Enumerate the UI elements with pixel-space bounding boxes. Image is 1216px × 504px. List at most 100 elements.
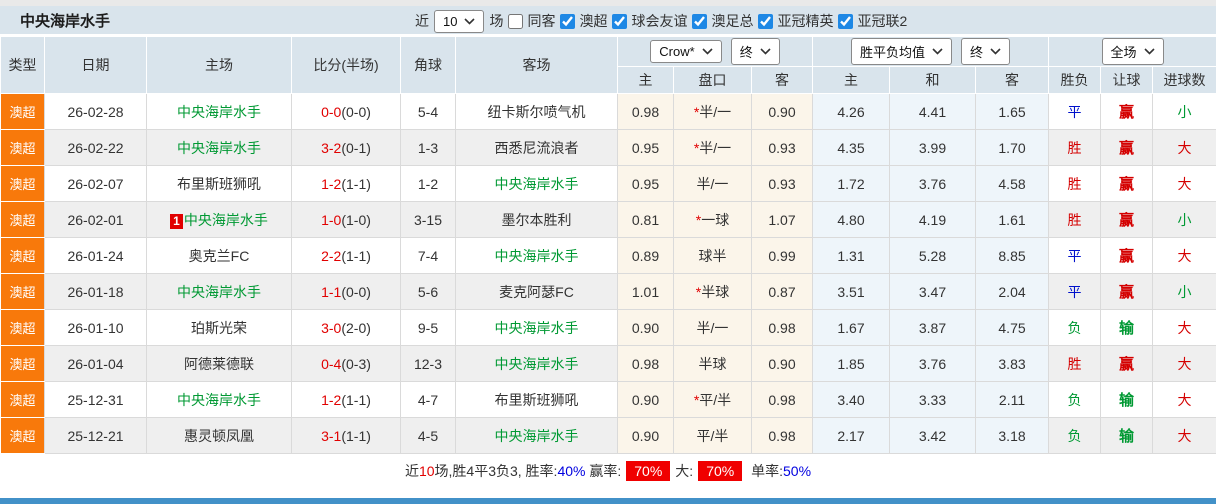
away-team-name: 中央海岸水手 bbox=[494, 175, 579, 192]
handicap-rate-badge: 70% bbox=[626, 460, 671, 481]
home-team-cell: 惠灵顿凤凰 bbox=[146, 417, 292, 454]
col-header-europe-draw: 和 bbox=[889, 66, 976, 94]
result-cell: 负 bbox=[1048, 417, 1102, 454]
bookmaker-select[interactable]: Crow* bbox=[650, 40, 722, 63]
europe-draw-odds: 4.19 bbox=[889, 201, 976, 238]
away-team-cell: 中央海岸水手 bbox=[455, 309, 618, 346]
league-badge: 澳超 bbox=[0, 93, 45, 130]
handicap-result-cell: 输 bbox=[1100, 381, 1154, 418]
handicap-result-cell: 赢 bbox=[1100, 201, 1154, 238]
half-time-score: (1-1) bbox=[341, 175, 371, 192]
full-time-score: 3-0 bbox=[321, 319, 342, 336]
half-time-score: (0-3) bbox=[341, 355, 371, 372]
chevron-down-icon bbox=[932, 48, 943, 55]
europe-draw-odds: 3.47 bbox=[889, 273, 976, 310]
filter-acl-two[interactable]: 亚冠联2 bbox=[838, 11, 907, 31]
handicap-away-odds: 0.99 bbox=[751, 237, 813, 274]
europe-draw-odds: 4.41 bbox=[889, 93, 976, 130]
chevron-down-icon bbox=[464, 17, 476, 25]
goals-result-cell: 大 bbox=[1152, 309, 1216, 346]
europe-draw-odds: 3.99 bbox=[889, 129, 976, 166]
home-team-cell: 中央海岸水手 bbox=[146, 381, 292, 418]
recent-suffix-label: 场 bbox=[489, 13, 504, 29]
corner-cell: 1-2 bbox=[400, 165, 456, 202]
matches-table: 类型 日期 主场 比分(半场) 角球 客场 Crow* 终 胜平负均值 终 bbox=[0, 36, 1216, 454]
handicap-home-odds: 0.98 bbox=[617, 93, 674, 130]
handicap-home-odds: 0.90 bbox=[617, 417, 674, 454]
handicap-line: 平/半 bbox=[696, 427, 729, 444]
europe-home-odds: 3.51 bbox=[812, 273, 890, 310]
full-time-score: 1-0 bbox=[321, 211, 342, 228]
home-team-name: 中央海岸水手 bbox=[177, 391, 261, 408]
europe-state-select[interactable]: 终 bbox=[961, 38, 1011, 65]
match-date: 26-02-01 bbox=[44, 201, 147, 238]
handicap-line: 半/一 bbox=[699, 139, 732, 156]
half-time-score: (0-0) bbox=[341, 283, 371, 300]
away-team-cell: 中央海岸水手 bbox=[455, 345, 618, 382]
handicap-home-odds: 1.01 bbox=[617, 273, 674, 310]
match-date: 26-01-10 bbox=[44, 309, 147, 346]
handicap-away-odds: 0.90 bbox=[751, 345, 813, 382]
score-cell: 0-4(0-3) bbox=[291, 345, 401, 382]
recent-count-select[interactable]: 10 bbox=[434, 9, 485, 33]
handicap-result-cell: 输 bbox=[1100, 309, 1154, 346]
scope-select[interactable]: 全场 bbox=[1101, 38, 1164, 65]
half-time-score: (1-1) bbox=[341, 391, 371, 408]
handicap-away-odds: 0.93 bbox=[751, 165, 813, 202]
same-away-checkbox[interactable] bbox=[508, 13, 524, 29]
handicap-result-cell: 赢 bbox=[1100, 93, 1154, 130]
corner-cell: 9-5 bbox=[400, 309, 456, 346]
europe-home-odds: 2.17 bbox=[812, 417, 890, 454]
handicap-line-cell: 半/一 bbox=[673, 309, 752, 346]
handicap-line-cell: *半球 bbox=[673, 273, 752, 310]
single-rate-value: 50% bbox=[783, 462, 812, 479]
handicap-result-cell: 赢 bbox=[1100, 273, 1154, 310]
home-team-name: 布里斯班狮吼 bbox=[177, 175, 261, 192]
league-badge: 澳超 bbox=[0, 165, 45, 202]
handicap-away-odds: 0.87 bbox=[751, 273, 813, 310]
handicap-line-cell: *半/一 bbox=[673, 93, 752, 130]
bookmaker-state-select[interactable]: 终 bbox=[730, 38, 780, 65]
europe-away-odds: 3.18 bbox=[974, 417, 1050, 454]
filter-a-league[interactable]: 澳超 bbox=[560, 11, 607, 31]
full-time-score: 0-0 bbox=[321, 103, 342, 120]
handicap-line-cell: 球半 bbox=[673, 237, 752, 274]
handicap-line: 半/一 bbox=[699, 103, 732, 120]
league-badge: 澳超 bbox=[0, 381, 45, 418]
europe-home-odds: 4.26 bbox=[812, 93, 890, 130]
col-header-europe-home: 主 bbox=[812, 66, 890, 94]
europe-home-odds: 4.35 bbox=[812, 129, 890, 166]
chevron-down-icon bbox=[702, 48, 713, 55]
corner-cell: 12-3 bbox=[400, 345, 456, 382]
away-team-name: 中央海岸水手 bbox=[494, 319, 579, 336]
filter-acl-elite[interactable]: 亚冠精英 bbox=[758, 11, 833, 31]
match-date: 26-01-04 bbox=[44, 345, 147, 382]
over-rate-label: 大: bbox=[675, 462, 694, 479]
europe-odds-select[interactable]: 胜平负均值 bbox=[851, 38, 953, 65]
ffa-cup-checkbox[interactable] bbox=[692, 13, 708, 29]
summary-footer: 近 10 场,胜4平3负3, 胜率: 40% 赢率: 70% 大: 70% 单率: 50% bbox=[0, 454, 1216, 487]
away-team-cell: 布里斯班狮吼 bbox=[455, 381, 618, 418]
a-league-checkbox[interactable] bbox=[560, 13, 576, 29]
filter-club-friendly[interactable]: 球会友谊 bbox=[612, 11, 687, 31]
club-friendly-checkbox[interactable] bbox=[612, 13, 628, 29]
goals-result-cell: 大 bbox=[1152, 237, 1216, 274]
half-time-score: (2-0) bbox=[341, 319, 371, 336]
home-team-cell: 中央海岸水手 bbox=[146, 129, 292, 166]
europe-home-odds: 1.72 bbox=[812, 165, 890, 202]
chevron-down-icon bbox=[1143, 48, 1155, 55]
live-star-marker: * bbox=[693, 139, 700, 156]
league-badge: 澳超 bbox=[0, 129, 45, 166]
team-title: 中央海岸水手 bbox=[20, 12, 111, 30]
col-header-type: 类型 bbox=[0, 36, 45, 94]
full-time-score: 2-2 bbox=[321, 247, 342, 264]
score-cell: 1-1(0-0) bbox=[291, 273, 401, 310]
match-date: 26-01-18 bbox=[44, 273, 147, 310]
acl-elite-checkbox[interactable] bbox=[758, 13, 774, 29]
filter-same-away[interactable]: 同客 bbox=[508, 11, 555, 31]
acl-two-checkbox[interactable] bbox=[838, 13, 854, 29]
europe-draw-odds: 3.33 bbox=[889, 381, 976, 418]
full-time-score: 1-2 bbox=[321, 391, 342, 408]
col-header-result: 胜负 bbox=[1048, 66, 1102, 94]
filter-ffa-cup[interactable]: 澳足总 bbox=[692, 11, 753, 31]
